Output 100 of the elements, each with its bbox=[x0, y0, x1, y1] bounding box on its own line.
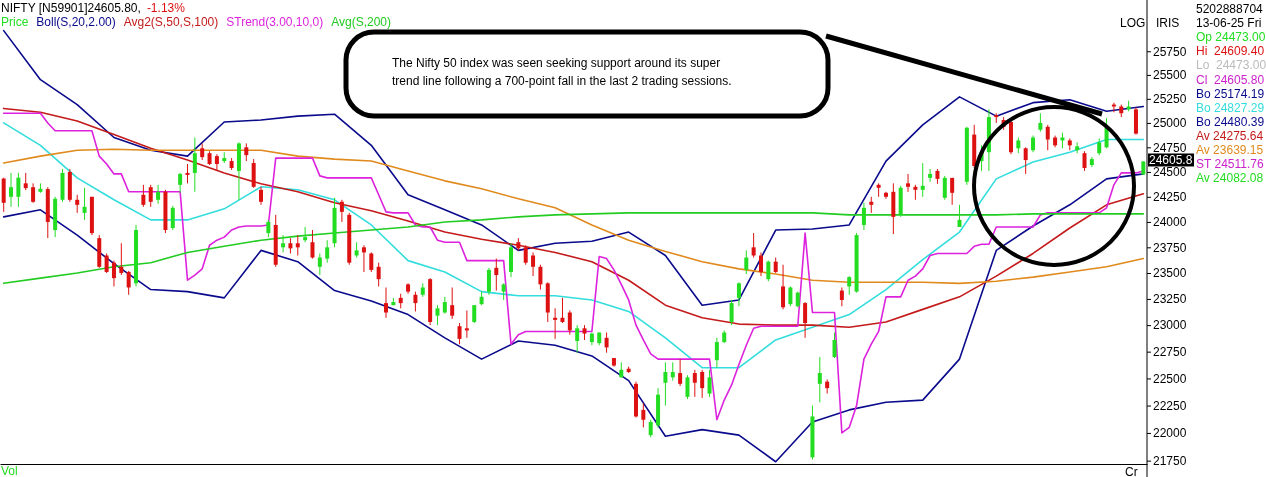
text: Op 24473.00 bbox=[1196, 30, 1266, 45]
text: IRIS bbox=[1156, 16, 1180, 30]
candlestick bbox=[1023, 146, 1028, 175]
candlestick bbox=[758, 251, 763, 277]
candlestick bbox=[692, 369, 697, 398]
candlestick bbox=[369, 251, 374, 273]
y-tick-label: 22500 bbox=[1153, 371, 1187, 386]
candlestick bbox=[413, 291, 418, 312]
candlestick bbox=[700, 369, 705, 399]
candlestick bbox=[310, 229, 315, 260]
candlestick bbox=[192, 137, 197, 193]
candlestick bbox=[736, 281, 741, 307]
y-tick-label: 22250 bbox=[1153, 398, 1187, 413]
candlestick bbox=[281, 234, 286, 253]
candlestick bbox=[104, 252, 109, 274]
candlestick bbox=[185, 163, 190, 184]
text: Avg2(S,50,S,100) bbox=[123, 15, 219, 29]
line-series bbox=[2, 122, 1145, 369]
candlestick bbox=[325, 239, 330, 264]
candlestick bbox=[567, 309, 572, 336]
candlestick bbox=[141, 184, 146, 208]
text: Avg(S,200) bbox=[331, 15, 392, 29]
candlestick bbox=[339, 199, 344, 223]
candlestick bbox=[119, 242, 124, 276]
text: 5202888704 bbox=[1196, 2, 1264, 16]
candlestick bbox=[781, 264, 786, 310]
candlestick bbox=[214, 153, 219, 172]
y-tick-label: 24000 bbox=[1153, 215, 1187, 230]
y-tick-label: 25750 bbox=[1153, 44, 1187, 59]
text: ST 24511.76 bbox=[1196, 157, 1264, 172]
candlestick bbox=[678, 358, 683, 387]
text: Bo 25174.19 bbox=[1196, 86, 1265, 101]
candlestick bbox=[75, 194, 80, 214]
candlestick bbox=[1038, 112, 1043, 133]
candlestick bbox=[450, 286, 455, 320]
candlestick bbox=[861, 202, 866, 231]
y-tick-label: 23750 bbox=[1153, 240, 1187, 255]
candlestick bbox=[435, 304, 440, 326]
candlestick bbox=[156, 184, 161, 205]
candlestick bbox=[839, 286, 844, 307]
text: Av 23639.15 bbox=[1196, 143, 1264, 157]
line-series bbox=[2, 212, 1145, 285]
text: Av 24082.08 bbox=[1196, 171, 1264, 186]
candlestick bbox=[376, 262, 381, 287]
candlestick bbox=[178, 172, 183, 194]
candlestick bbox=[847, 275, 852, 296]
candlestick bbox=[663, 361, 668, 407]
line-series bbox=[2, 148, 1145, 285]
candlestick bbox=[538, 264, 543, 291]
text: Price bbox=[1, 15, 29, 29]
text: Bo 24827.29 bbox=[1196, 100, 1265, 115]
y-tick-label: 25250 bbox=[1153, 92, 1187, 107]
candlestick bbox=[957, 204, 962, 228]
candlestick bbox=[457, 322, 462, 345]
candlestick bbox=[531, 251, 536, 277]
annotation: The Nifty 50 index was seen seeking support around its super trend line following a 700-point fall in the last 2 trading sessions. bbox=[392, 56, 732, 88]
candlestick bbox=[751, 232, 756, 259]
candlestick bbox=[384, 286, 389, 319]
candlestick bbox=[486, 267, 491, 296]
y-tick-label: 24500 bbox=[1153, 165, 1187, 180]
candlestick bbox=[317, 252, 322, 276]
candlestick bbox=[817, 356, 822, 403]
candlestick bbox=[82, 187, 87, 221]
candlestick bbox=[1082, 150, 1087, 172]
candlestick bbox=[641, 402, 646, 428]
candlestick bbox=[729, 299, 734, 326]
candlestick bbox=[788, 285, 793, 307]
candlestick bbox=[295, 234, 300, 257]
candlestick bbox=[906, 173, 911, 193]
candlestick bbox=[950, 177, 955, 206]
text: Av 24275.64 bbox=[1196, 128, 1264, 143]
chart-subtitle: -1.13% bbox=[146, 1, 186, 15]
candlestick bbox=[670, 361, 675, 382]
y-tick-label: 24250 bbox=[1153, 190, 1187, 205]
candlestick bbox=[303, 226, 308, 243]
y-tick-label: 21750 bbox=[1153, 453, 1187, 468]
chart-title: NIFTY [N59901]24605.80, bbox=[1, 1, 141, 15]
line-series bbox=[2, 29, 1145, 306]
text: Boll(S,20,2.00) bbox=[36, 15, 116, 29]
candlestick bbox=[803, 301, 808, 339]
candlestick bbox=[1104, 117, 1109, 149]
y-tick-label: 22000 bbox=[1153, 426, 1187, 441]
candlestick bbox=[523, 244, 528, 266]
text: Lo 24473.00 bbox=[1196, 58, 1266, 73]
y-tick-label: 24750 bbox=[1153, 140, 1187, 155]
candlestick bbox=[560, 297, 565, 324]
text: 13-06-25 Fri bbox=[1196, 16, 1262, 31]
candlestick bbox=[714, 337, 719, 369]
candlestick bbox=[464, 309, 469, 339]
text: Cl 24605.80 bbox=[1196, 72, 1265, 87]
candlestick bbox=[148, 184, 153, 208]
candlestick bbox=[1045, 124, 1050, 151]
annotation: Vol bbox=[1, 464, 18, 477]
y-tick-label: 23500 bbox=[1153, 266, 1187, 281]
annotation: LOG bbox=[1120, 16, 1146, 30]
text: Hi 24609.40 bbox=[1196, 44, 1265, 59]
candlestick bbox=[928, 168, 933, 183]
candlestick bbox=[126, 270, 131, 296]
candlestick bbox=[604, 332, 609, 354]
candlestick bbox=[494, 258, 499, 292]
